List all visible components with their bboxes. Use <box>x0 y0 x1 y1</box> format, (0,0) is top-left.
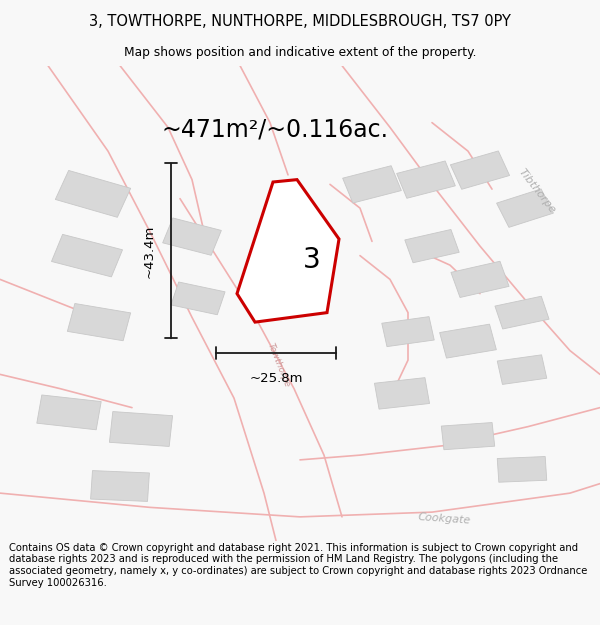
Text: 3, TOWTHORPE, NUNTHORPE, MIDDLESBROUGH, TS7 0PY: 3, TOWTHORPE, NUNTHORPE, MIDDLESBROUGH, … <box>89 14 511 29</box>
Text: Towthorpe: Towthorpe <box>266 341 292 388</box>
Polygon shape <box>497 189 553 228</box>
Polygon shape <box>67 304 131 341</box>
Text: Tibthorpe: Tibthorpe <box>517 168 557 216</box>
Polygon shape <box>497 355 547 384</box>
Polygon shape <box>495 296 549 329</box>
Polygon shape <box>382 317 434 347</box>
Polygon shape <box>55 171 131 217</box>
Text: Map shows position and indicative extent of the property.: Map shows position and indicative extent… <box>124 46 476 59</box>
Polygon shape <box>397 161 455 198</box>
Polygon shape <box>237 179 339 322</box>
Polygon shape <box>440 324 496 358</box>
Polygon shape <box>109 411 173 446</box>
Text: Contains OS data © Crown copyright and database right 2021. This information is : Contains OS data © Crown copyright and d… <box>9 543 587 588</box>
Text: ~471m²/~0.116ac.: ~471m²/~0.116ac. <box>162 118 389 142</box>
Text: 3: 3 <box>303 246 321 274</box>
Polygon shape <box>37 395 101 430</box>
Polygon shape <box>171 282 225 315</box>
Polygon shape <box>451 261 509 298</box>
Text: ~43.4m: ~43.4m <box>143 224 156 278</box>
Polygon shape <box>91 471 149 501</box>
Polygon shape <box>163 218 221 255</box>
Polygon shape <box>374 378 430 409</box>
Text: ~25.8m: ~25.8m <box>249 372 303 385</box>
Polygon shape <box>343 166 401 203</box>
Polygon shape <box>441 422 495 450</box>
Polygon shape <box>52 234 122 277</box>
Text: Cookgate: Cookgate <box>417 512 471 526</box>
Polygon shape <box>451 151 509 189</box>
Polygon shape <box>405 229 459 262</box>
Polygon shape <box>497 456 547 482</box>
